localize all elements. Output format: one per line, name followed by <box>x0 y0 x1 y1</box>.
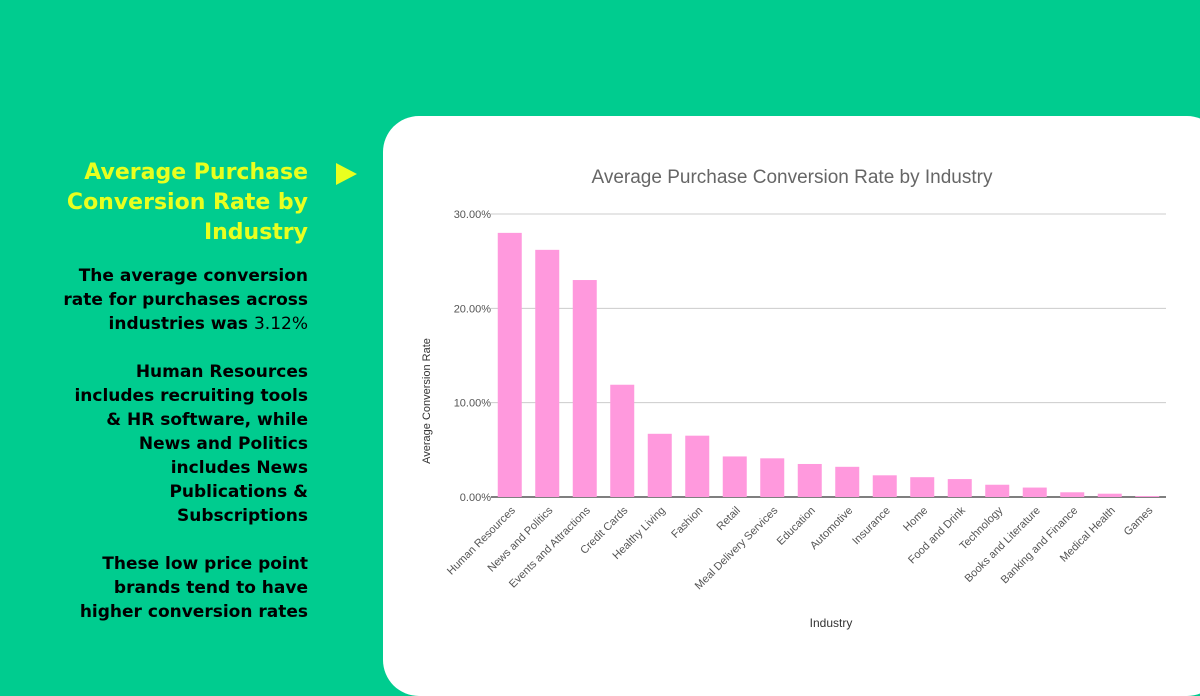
bar-news-and-politics <box>535 249 560 497</box>
bar-healthy-living <box>647 433 672 497</box>
x-tick-label: Retail <box>714 505 742 533</box>
bar-books-and-literature <box>1022 487 1047 497</box>
bar-chart: Average Purchase Conversion Rate by Indu… <box>421 167 1166 630</box>
bar-credit-cards <box>610 384 635 497</box>
bar-technology <box>985 484 1010 497</box>
bars <box>497 232 1160 497</box>
bar-retail <box>722 456 747 497</box>
bar-games <box>1135 496 1160 497</box>
gridlines <box>491 213 1166 498</box>
y-tick-label: 20.00% <box>454 303 492 315</box>
y-axis-ticks: 0.00% 10.00% 20.00% 30.00% <box>454 209 492 504</box>
x-tick-label: Games <box>1122 504 1156 538</box>
slide-title: Average Purchase Conversion Rate by Indu… <box>66 160 308 245</box>
bar-insurance <box>872 475 897 497</box>
y-tick-label: 0.00% <box>460 492 491 504</box>
bar-medical-health <box>1097 493 1122 497</box>
x-tick-label: Fashion <box>669 505 705 541</box>
bar-events-and-attractions <box>572 280 597 497</box>
summary-text: The average conversion rate for purchase… <box>63 266 308 334</box>
y-tick-label: 10.00% <box>454 398 492 410</box>
category-note-paragraph: Human Resources includes recruiting tool… <box>74 362 308 526</box>
average-conversion-value: 3.12% <box>253 314 308 334</box>
chart-card: Average Purchase Conversion Rate by Indu… <box>383 116 1200 696</box>
bar-food-and-drink <box>947 479 972 497</box>
left-panel: Average Purchase Conversion Rate by Indu… <box>40 158 308 648</box>
bar-banking-and-finance <box>1060 492 1085 497</box>
bar-fashion <box>685 435 710 497</box>
conclusion-paragraph: These low price point brands tend to hav… <box>79 554 308 622</box>
y-tick-label: 30.00% <box>454 209 492 221</box>
bar-human-resources <box>497 232 522 497</box>
bar-education <box>797 463 822 497</box>
bar-home <box>910 477 935 497</box>
chart-title: Average Purchase Conversion Rate by Indu… <box>592 167 993 188</box>
y-axis-label: Average Conversion Rate <box>421 338 433 464</box>
x-tick-label: News and Politics <box>485 504 555 574</box>
x-tick-label: Human Resources <box>445 504 518 577</box>
x-tick-label: Home <box>901 505 930 534</box>
summary-paragraph: The average conversion rate for purchase… <box>40 264 308 336</box>
bar-automotive <box>835 466 860 497</box>
x-axis-label: Industry <box>810 616 853 630</box>
x-tick-label: Insurance <box>850 505 893 548</box>
play-arrow-icon <box>336 163 357 185</box>
bar-meal-delivery-services <box>760 458 785 497</box>
